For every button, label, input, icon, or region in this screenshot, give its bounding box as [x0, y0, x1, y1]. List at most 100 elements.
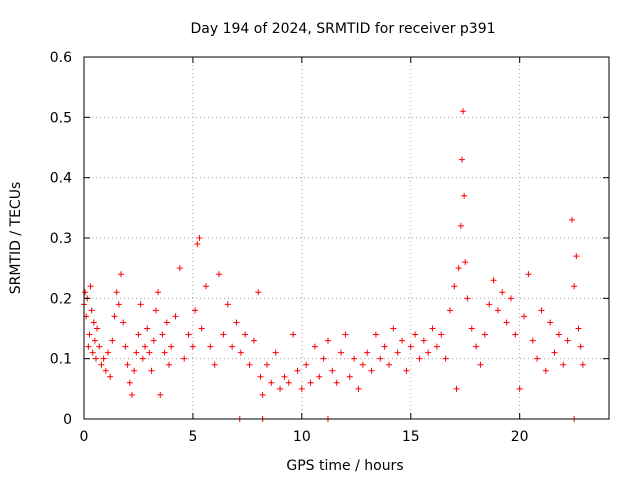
- data-point: [346, 373, 353, 380]
- data-point: [446, 307, 453, 314]
- data-point: [416, 355, 423, 362]
- data-point: [250, 337, 257, 344]
- data-point: [146, 349, 153, 356]
- data-point: [486, 301, 493, 308]
- data-point: [538, 307, 545, 314]
- data-point: [571, 283, 578, 290]
- y-axis-label: SRMTID / TECUs: [8, 182, 24, 295]
- data-point: [124, 361, 131, 368]
- data-point: [429, 325, 436, 332]
- x-tick-label: 0: [80, 429, 89, 445]
- data-point: [150, 337, 157, 344]
- y-tick-label: 0: [63, 412, 72, 428]
- data-point: [113, 289, 120, 296]
- data-point: [163, 319, 170, 326]
- data-point: [111, 313, 118, 320]
- data-point: [131, 367, 138, 374]
- data-point: [157, 391, 164, 398]
- data-point: [529, 337, 536, 344]
- data-point: [155, 289, 162, 296]
- data-point: [192, 307, 199, 314]
- y-tick-labels: 0 0.1 0.2 0.3 0.4 0.5 0.6: [50, 50, 72, 428]
- data-point: [118, 271, 125, 278]
- data-point: [351, 355, 358, 362]
- data-point: [87, 283, 94, 290]
- data-point: [468, 325, 475, 332]
- data-point: [141, 343, 148, 350]
- data-point: [503, 319, 510, 326]
- x-tick-label: 20: [511, 429, 529, 445]
- data-point: [307, 379, 314, 386]
- y-tick-label: 0.6: [50, 50, 72, 66]
- data-point: [464, 295, 471, 302]
- data-point: [255, 289, 262, 296]
- data-point: [229, 343, 236, 350]
- data-point: [277, 385, 284, 392]
- data-points: [81, 108, 586, 422]
- x-tick-label: 5: [188, 429, 197, 445]
- chart-title: Day 194 of 2024, SRMTID for receiver p39…: [190, 21, 495, 37]
- data-point: [268, 379, 275, 386]
- data-point: [89, 349, 96, 356]
- grid: [84, 57, 609, 419]
- data-point: [407, 343, 414, 350]
- data-point: [490, 277, 497, 284]
- data-point: [442, 355, 449, 362]
- data-point: [102, 367, 109, 374]
- data-point: [381, 343, 388, 350]
- data-point: [139, 355, 146, 362]
- data-point: [512, 331, 519, 338]
- data-point: [86, 331, 93, 338]
- data-point: [126, 379, 133, 386]
- data-point: [152, 307, 159, 314]
- data-point: [342, 331, 349, 338]
- data-point: [481, 331, 488, 338]
- data-point: [91, 337, 98, 344]
- data-point: [246, 361, 253, 368]
- data-point: [311, 343, 318, 350]
- data-point: [412, 331, 419, 338]
- data-point: [144, 325, 151, 332]
- data-point: [189, 343, 196, 350]
- data-point: [316, 373, 323, 380]
- data-point: [90, 319, 97, 326]
- data-point: [96, 343, 103, 350]
- data-point: [85, 343, 92, 350]
- data-point: [461, 192, 468, 199]
- data-point: [224, 301, 231, 308]
- x-tick-label: 10: [293, 429, 311, 445]
- data-point: [120, 319, 127, 326]
- data-point: [137, 301, 144, 308]
- axis-ticks: [83, 56, 609, 420]
- data-point: [242, 331, 249, 338]
- data-point: [98, 361, 105, 368]
- data-point: [420, 337, 427, 344]
- data-point: [165, 361, 172, 368]
- data-point: [499, 289, 506, 296]
- x-tick-label: 15: [402, 429, 420, 445]
- data-point: [560, 361, 567, 368]
- data-point: [534, 355, 541, 362]
- x-tick-labels: 0 5 10 15 20: [80, 429, 529, 445]
- y-tick-label: 0.3: [50, 231, 72, 247]
- data-point: [542, 367, 549, 374]
- data-point: [364, 349, 371, 356]
- y-tick-label: 0.4: [50, 171, 72, 187]
- data-point: [516, 385, 523, 392]
- data-point: [477, 361, 484, 368]
- data-point: [355, 385, 362, 392]
- data-point: [555, 331, 562, 338]
- data-point: [457, 222, 464, 229]
- data-point: [403, 367, 410, 374]
- data-point: [233, 319, 240, 326]
- data-point: [109, 337, 116, 344]
- data-point: [568, 216, 575, 223]
- data-point: [172, 313, 179, 320]
- data-point: [185, 331, 192, 338]
- data-point: [133, 349, 140, 356]
- data-point: [100, 355, 107, 362]
- y-tick-label: 0.2: [50, 291, 72, 307]
- data-point: [575, 325, 582, 332]
- data-point: [216, 271, 223, 278]
